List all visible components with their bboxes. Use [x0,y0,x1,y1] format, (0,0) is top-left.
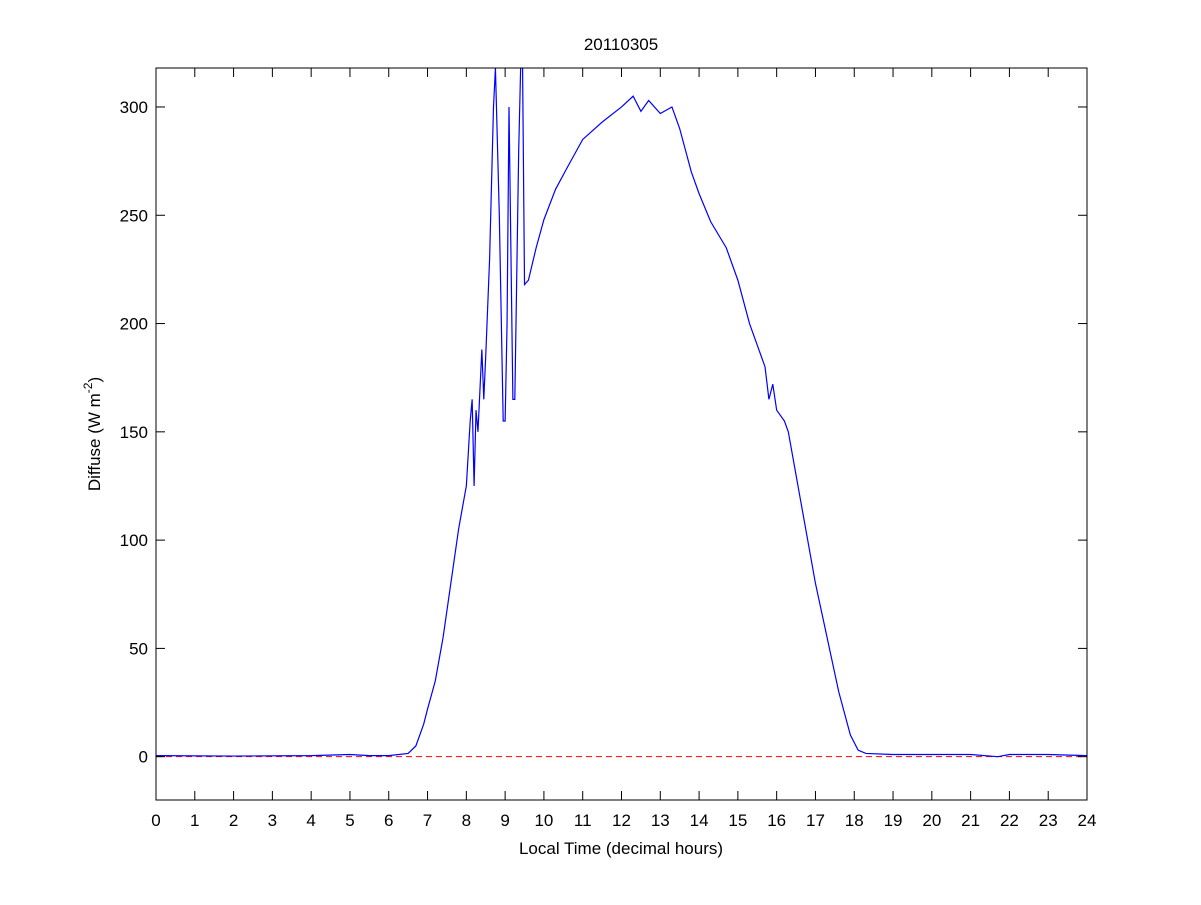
x-tick-label: 2 [229,811,238,830]
y-tick-label: 150 [120,423,148,442]
x-tick-label: 15 [728,811,747,830]
y-tick-label: 200 [120,315,148,334]
x-tick-label: 3 [268,811,277,830]
x-tick-label: 1 [190,811,199,830]
y-label-text: Diffuse (W m [85,393,104,491]
y-tick-label: 250 [120,206,148,225]
y-label-sup: -2 [81,382,95,393]
chart-title: 20110305 [584,35,658,54]
x-tick-label: 8 [462,811,471,830]
x-tick-label: 24 [1078,811,1097,830]
x-tick-label: 13 [651,811,670,830]
y-axis-label: Diffuse (W m-2) [81,377,104,491]
x-tick-label: 19 [884,811,903,830]
y-tick-label: 50 [129,639,148,658]
x-tick-label: 20 [922,811,941,830]
plot-area [156,68,1087,758]
y-label-end: ) [85,377,104,383]
x-tick-label: 0 [151,811,160,830]
x-tick-label: 9 [500,811,509,830]
y-tick-label: 0 [139,748,148,767]
data-line [156,68,1087,758]
x-tick-label: 4 [306,811,315,830]
x-tick-label: 10 [534,811,553,830]
x-tick-label: 5 [345,811,354,830]
y-tick-label: 100 [120,531,148,550]
x-tick-label: 21 [961,811,980,830]
y-tick-label: 300 [120,98,148,117]
x-tick-label: 7 [423,811,432,830]
x-tick-label: 18 [845,811,864,830]
x-tick-label: 23 [1039,811,1058,830]
x-axis-label: Local Time (decimal hours) [519,839,723,858]
x-tick-label: 14 [690,811,709,830]
x-tick-label: 17 [806,811,825,830]
x-tick-label: 11 [574,811,592,830]
x-tick-label: 16 [767,811,786,830]
x-tick-label: 6 [384,811,393,830]
x-tick-label: 22 [1000,811,1019,830]
x-tick-label: 12 [612,811,631,830]
